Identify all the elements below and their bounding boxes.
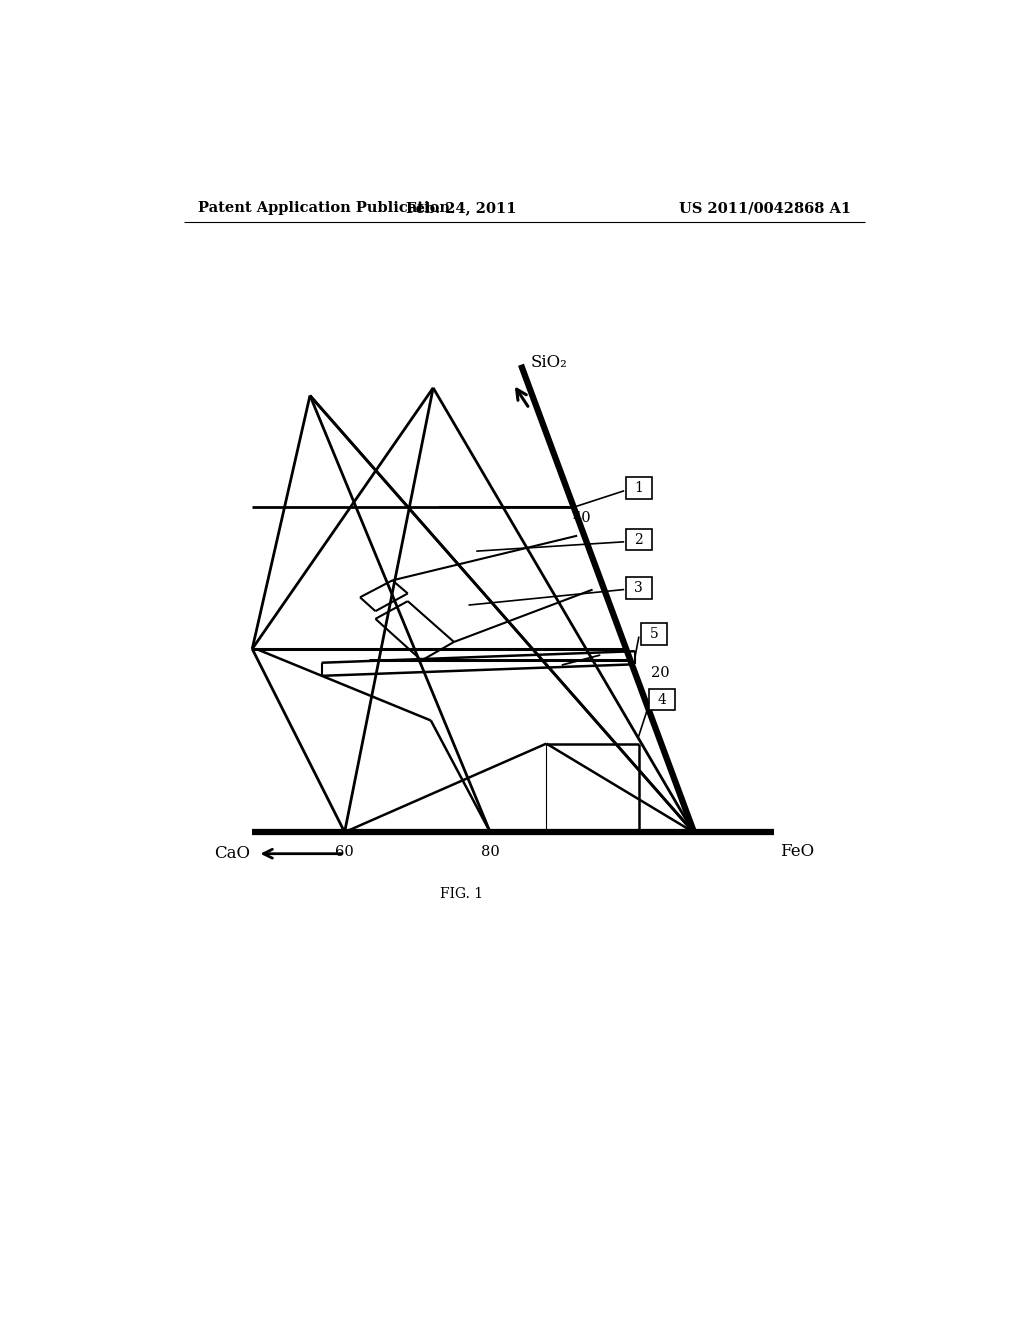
Text: 2: 2	[635, 532, 643, 546]
Text: US 2011/0042868 A1: US 2011/0042868 A1	[679, 202, 851, 215]
Text: 5: 5	[650, 627, 658, 642]
FancyBboxPatch shape	[626, 529, 652, 550]
Text: 80: 80	[481, 845, 500, 859]
Text: 1: 1	[634, 480, 643, 495]
Text: 20: 20	[651, 665, 670, 680]
FancyBboxPatch shape	[626, 478, 652, 499]
Text: CaO: CaO	[214, 845, 250, 862]
FancyBboxPatch shape	[626, 577, 652, 599]
Text: 4: 4	[657, 693, 667, 706]
FancyBboxPatch shape	[649, 689, 675, 710]
FancyBboxPatch shape	[641, 623, 668, 645]
Text: 40: 40	[572, 511, 591, 525]
Text: Feb. 24, 2011: Feb. 24, 2011	[407, 202, 517, 215]
Text: FeO: FeO	[779, 843, 814, 859]
Text: Patent Application Publication: Patent Application Publication	[199, 202, 451, 215]
Text: SiO₂: SiO₂	[531, 354, 567, 371]
Text: 3: 3	[635, 581, 643, 595]
Text: 60: 60	[335, 845, 354, 859]
Text: FIG. 1: FIG. 1	[440, 887, 483, 900]
